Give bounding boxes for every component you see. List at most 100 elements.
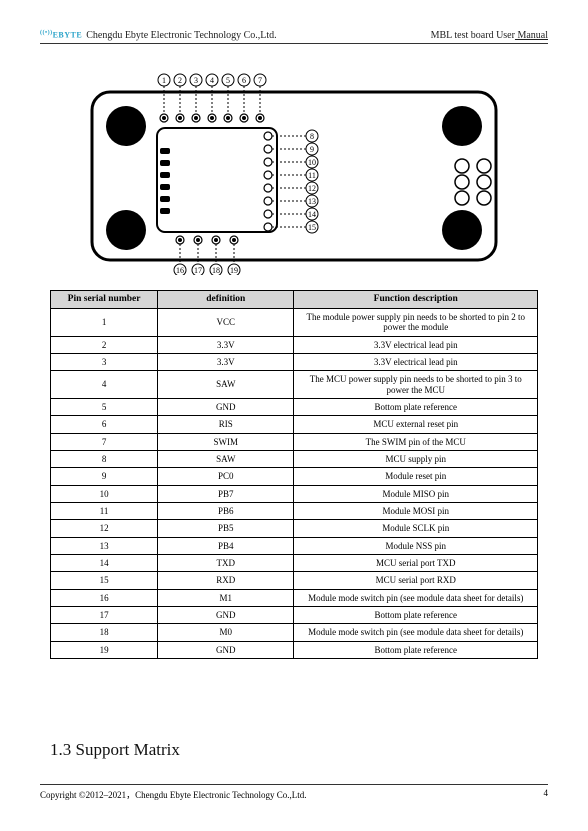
page-number: 4 [544, 788, 549, 801]
table-cell: 18 [51, 624, 158, 641]
table-cell: PC0 [158, 468, 294, 485]
callout-bottom: 17 [194, 266, 202, 275]
table-cell: 11 [51, 503, 158, 520]
table-row: 16M1Module mode switch pin (see module d… [51, 589, 538, 606]
table-cell: 3.3V [158, 336, 294, 353]
pcb-diagram: 1 2 3 4 5 6 7 [0, 70, 588, 275]
table-cell: PB7 [158, 485, 294, 502]
callout-top: 3 [194, 76, 198, 85]
logo-block: ((•))EBYTE Chengdu Ebyte Electronic Tech… [40, 30, 277, 41]
table-row: 13PB4Module NSS pin [51, 537, 538, 554]
table-cell: Bottom plate reference [294, 641, 538, 658]
table-row: 11PB6Module MOSI pin [51, 503, 538, 520]
callout-top: 7 [258, 76, 262, 85]
section-name: Support Matrix [76, 740, 180, 759]
table-cell: Module MISO pin [294, 485, 538, 502]
col-func: Function description [294, 291, 538, 309]
col-def: definition [158, 291, 294, 309]
table-cell: GND [158, 641, 294, 658]
callout-top: 1 [162, 76, 166, 85]
callout-top: 2 [178, 76, 182, 85]
table-cell: Bottom plate reference [294, 607, 538, 624]
table-cell: 12 [51, 520, 158, 537]
table-row: 19GNDBottom plate reference [51, 641, 538, 658]
copyright: Copyright ©2012–2021，Chengdu Ebyte Elect… [40, 788, 307, 801]
table-cell: SWIM [158, 433, 294, 450]
callout-bottom: 16 [176, 266, 184, 275]
table-cell: GND [158, 398, 294, 415]
table-cell: RIS [158, 416, 294, 433]
table-cell: 2 [51, 336, 158, 353]
doc-title-prefix: MBL test board User [431, 30, 515, 41]
table-row: 8SAWMCU supply pin [51, 451, 538, 468]
table-header-row: Pin serial number definition Function de… [51, 291, 538, 309]
table-cell: 3.3V electrical lead pin [294, 336, 538, 353]
col-pin: Pin serial number [51, 291, 158, 309]
table-cell: SAW [158, 451, 294, 468]
table-row: 12PB5Module SCLK pin [51, 520, 538, 537]
logo-text: EBYTE [53, 31, 83, 40]
table-cell: The SWIM pin of the MCU [294, 433, 538, 450]
callout-right: 10 [308, 158, 316, 167]
table-cell: PB4 [158, 537, 294, 554]
section-heading: 1.3 Support Matrix [50, 740, 180, 760]
callout-right: 8 [310, 132, 314, 141]
table-cell: 1 [51, 308, 158, 336]
table-cell: M0 [158, 624, 294, 641]
table-cell: 7 [51, 433, 158, 450]
table-cell: Module mode switch pin (see module data … [294, 589, 538, 606]
page: ((•))EBYTE Chengdu Ebyte Electronic Tech… [0, 0, 588, 831]
callout-top: 4 [210, 76, 214, 85]
table-row: 6RISMCU external reset pin [51, 416, 538, 433]
table-cell: 5 [51, 398, 158, 415]
table-cell: 4 [51, 371, 158, 399]
table-cell: 13 [51, 537, 158, 554]
table-row: 14TXDMCU serial port TXD [51, 555, 538, 572]
doc-title: MBL test board User Manual [431, 30, 548, 41]
pin-table: Pin serial number definition Function de… [50, 290, 538, 659]
page-header: ((•))EBYTE Chengdu Ebyte Electronic Tech… [40, 30, 548, 44]
table-row: 5GNDBottom plate reference [51, 398, 538, 415]
section-number: 1.3 [50, 740, 71, 759]
callout-top: 5 [226, 76, 230, 85]
callout-right: 15 [308, 223, 316, 232]
table-row: 4SAWThe MCU power supply pin needs to be… [51, 371, 538, 399]
table-cell: 15 [51, 572, 158, 589]
table-cell: 3.3V [158, 353, 294, 370]
table-cell: Module SCLK pin [294, 520, 538, 537]
callout-right: 12 [308, 184, 316, 193]
callout-right: 14 [308, 210, 316, 219]
table-cell: Module NSS pin [294, 537, 538, 554]
table-cell: Module reset pin [294, 468, 538, 485]
callout-bottom: 18 [212, 266, 220, 275]
callout-bottom: 19 [230, 266, 238, 275]
table-cell: 16 [51, 589, 158, 606]
doc-title-suffix: Manual [515, 30, 548, 41]
table-cell: The MCU power supply pin needs to be sho… [294, 371, 538, 399]
table-cell: 8 [51, 451, 158, 468]
table-cell: MCU serial port TXD [294, 555, 538, 572]
logo-mark: ((•))EBYTE [40, 30, 82, 41]
table-cell: PB6 [158, 503, 294, 520]
table-row: 18M0Module mode switch pin (see module d… [51, 624, 538, 641]
table-row: 7SWIMThe SWIM pin of the MCU [51, 433, 538, 450]
table-cell: PB5 [158, 520, 294, 537]
callout-top: 6 [242, 76, 246, 85]
table-cell: 19 [51, 641, 158, 658]
table-cell: 9 [51, 468, 158, 485]
table-cell: Module mode switch pin (see module data … [294, 624, 538, 641]
table-cell: The module power supply pin needs to be … [294, 308, 538, 336]
callout-right: 11 [308, 171, 316, 180]
table-cell: MCU supply pin [294, 451, 538, 468]
table-cell: 14 [51, 555, 158, 572]
table-row: 9PC0Module reset pin [51, 468, 538, 485]
callout-right: 9 [310, 145, 314, 154]
table-row: 23.3V3.3V electrical lead pin [51, 336, 538, 353]
table-cell: VCC [158, 308, 294, 336]
table-row: 15RXDMCU serial port RXD [51, 572, 538, 589]
table-cell: 6 [51, 416, 158, 433]
company-name: Chengdu Ebyte Electronic Technology Co.,… [86, 30, 276, 41]
pin-table-wrap: Pin serial number definition Function de… [50, 290, 538, 659]
table-row: 1VCCThe module power supply pin needs to… [51, 308, 538, 336]
table-row: 33.3V3.3V electrical lead pin [51, 353, 538, 370]
